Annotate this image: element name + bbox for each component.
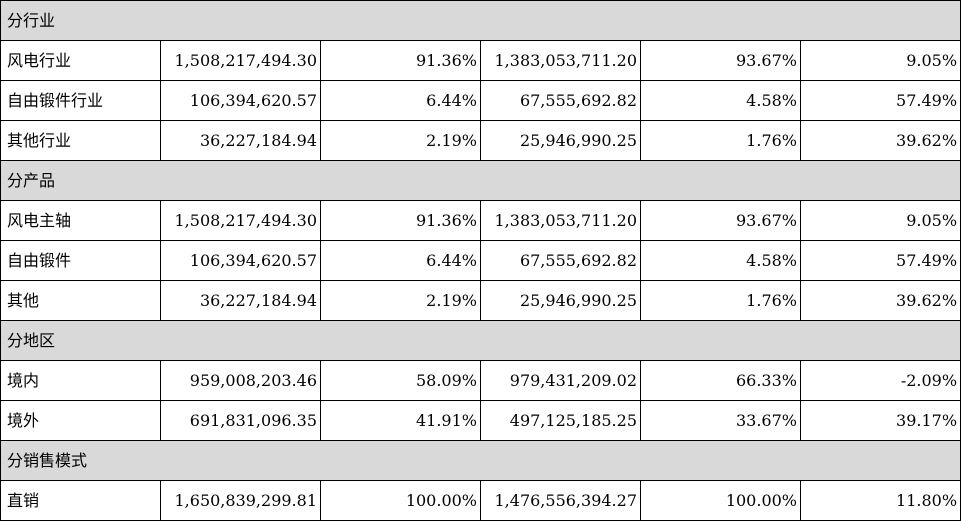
table-row: 自由锻件行业 106,394,620.57 6.44% 67,555,692.8… bbox=[0, 80, 961, 121]
table-row: 风电行业 1,508,217,494.30 91.36% 1,383,053,7… bbox=[0, 40, 961, 81]
change-cell: 11.80% bbox=[799, 480, 961, 521]
revenue-share-cell: 41.91% bbox=[320, 400, 481, 441]
cost-share-cell: 66.33% bbox=[640, 360, 801, 401]
revenue-share-cell: 6.44% bbox=[320, 240, 481, 281]
change-cell: -2.09% bbox=[799, 360, 961, 401]
revenue-cell: 36,227,184.94 bbox=[160, 280, 321, 321]
row-label: 风电行业 bbox=[0, 40, 161, 81]
change-cell: 57.49% bbox=[799, 240, 961, 281]
row-label: 风电主轴 bbox=[0, 200, 161, 241]
table-row: 直销 1,650,839,299.81 100.00% 1,476,556,39… bbox=[0, 480, 961, 521]
cost-cell: 25,946,990.25 bbox=[480, 120, 641, 161]
row-label: 自由锻件 bbox=[0, 240, 161, 281]
cost-cell: 1,383,053,711.20 bbox=[480, 200, 641, 241]
revenue-share-cell: 6.44% bbox=[320, 80, 481, 121]
section-header-row: 分行业 bbox=[0, 0, 961, 41]
revenue-share-cell: 91.36% bbox=[320, 40, 481, 81]
change-cell: 39.17% bbox=[799, 400, 961, 441]
change-cell: 39.62% bbox=[799, 280, 961, 321]
cost-share-cell: 1.76% bbox=[640, 120, 801, 161]
revenue-cell: 36,227,184.94 bbox=[160, 120, 321, 161]
section-header-row: 分地区 bbox=[0, 320, 961, 361]
revenue-cell: 959,008,203.46 bbox=[160, 360, 321, 401]
revenue-cell: 1,508,217,494.30 bbox=[160, 200, 321, 241]
cost-cell: 67,555,692.82 bbox=[480, 240, 641, 281]
row-label: 其他行业 bbox=[0, 120, 161, 161]
table-row: 境内 959,008,203.46 58.09% 979,431,209.02 … bbox=[0, 360, 961, 401]
table-row: 其他行业 36,227,184.94 2.19% 25,946,990.25 1… bbox=[0, 120, 961, 161]
cost-share-cell: 33.67% bbox=[640, 400, 801, 441]
row-label: 其他 bbox=[0, 280, 161, 321]
row-label: 直销 bbox=[0, 480, 161, 521]
table-row: 风电主轴 1,508,217,494.30 91.36% 1,383,053,7… bbox=[0, 200, 961, 241]
revenue-share-cell: 58.09% bbox=[320, 360, 481, 401]
revenue-cell: 106,394,620.57 bbox=[160, 80, 321, 121]
change-cell: 57.49% bbox=[799, 80, 961, 121]
revenue-share-cell: 100.00% bbox=[320, 480, 481, 521]
table-row: 其他 36,227,184.94 2.19% 25,946,990.25 1.7… bbox=[0, 280, 961, 321]
section-header-row: 分产品 bbox=[0, 160, 961, 201]
table-row: 境外 691,831,096.35 41.91% 497,125,185.25 … bbox=[0, 400, 961, 441]
cost-share-cell: 100.00% bbox=[640, 480, 801, 521]
section-header-row: 分销售模式 bbox=[0, 440, 961, 481]
revenue-cell: 106,394,620.57 bbox=[160, 240, 321, 281]
section-title: 分产品 bbox=[0, 160, 961, 201]
revenue-cell: 691,831,096.35 bbox=[160, 400, 321, 441]
row-label: 境内 bbox=[0, 360, 161, 401]
cost-share-cell: 1.76% bbox=[640, 280, 801, 321]
cost-cell: 67,555,692.82 bbox=[480, 80, 641, 121]
revenue-share-cell: 91.36% bbox=[320, 200, 481, 241]
cost-cell: 25,946,990.25 bbox=[480, 280, 641, 321]
change-cell: 9.05% bbox=[799, 200, 961, 241]
section-title: 分行业 bbox=[0, 0, 961, 41]
cost-share-cell: 93.67% bbox=[640, 40, 801, 81]
cost-share-cell: 93.67% bbox=[640, 200, 801, 241]
section-title: 分地区 bbox=[0, 320, 961, 361]
row-label: 境外 bbox=[0, 400, 161, 441]
section-title: 分销售模式 bbox=[0, 440, 961, 481]
cost-cell: 1,383,053,711.20 bbox=[480, 40, 641, 81]
cost-share-cell: 4.58% bbox=[640, 80, 801, 121]
revenue-share-cell: 2.19% bbox=[320, 280, 481, 321]
row-label: 自由锻件行业 bbox=[0, 80, 161, 121]
change-cell: 39.62% bbox=[799, 120, 961, 161]
revenue-cell: 1,650,839,299.81 bbox=[160, 480, 321, 521]
revenue-share-cell: 2.19% bbox=[320, 120, 481, 161]
change-cell: 9.05% bbox=[799, 40, 961, 81]
cost-cell: 1,476,556,394.27 bbox=[480, 480, 641, 521]
table-row: 自由锻件 106,394,620.57 6.44% 67,555,692.82 … bbox=[0, 240, 961, 281]
revenue-cell: 1,508,217,494.30 bbox=[160, 40, 321, 81]
cost-cell: 497,125,185.25 bbox=[480, 400, 641, 441]
cost-share-cell: 4.58% bbox=[640, 240, 801, 281]
cost-cell: 979,431,209.02 bbox=[480, 360, 641, 401]
